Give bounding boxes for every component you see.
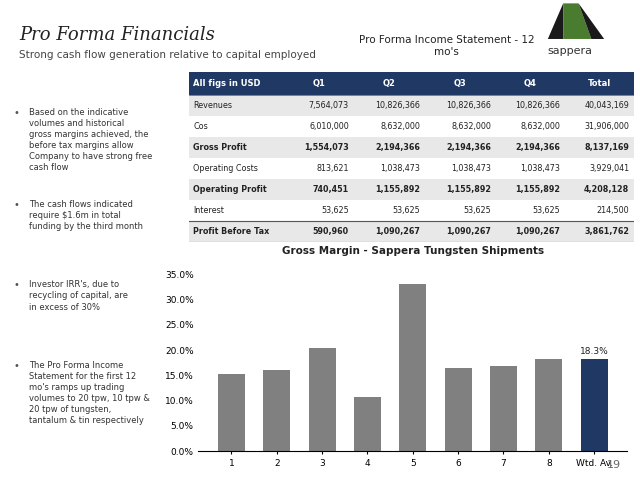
Text: 1,038,473: 1,038,473 <box>380 164 420 173</box>
Text: 10,826,366: 10,826,366 <box>375 101 420 110</box>
Text: All figs in USD: All figs in USD <box>193 79 260 88</box>
Text: 1,038,473: 1,038,473 <box>451 164 492 173</box>
Text: Gross Profit: Gross Profit <box>193 143 247 152</box>
FancyBboxPatch shape <box>189 221 634 242</box>
Polygon shape <box>548 3 563 39</box>
Text: Q1: Q1 <box>312 79 325 88</box>
Text: •: • <box>14 200 20 210</box>
Bar <box>354 396 381 451</box>
Text: The cash flows indicated
require $1.6m in total
funding by the third month: The cash flows indicated require $1.6m i… <box>29 200 143 231</box>
FancyBboxPatch shape <box>189 179 634 200</box>
Text: 53,625: 53,625 <box>463 206 492 216</box>
FancyBboxPatch shape <box>189 137 634 158</box>
Text: 40,043,169: 40,043,169 <box>584 101 629 110</box>
FancyBboxPatch shape <box>189 158 634 179</box>
Text: •: • <box>14 108 20 118</box>
Text: 1,155,892: 1,155,892 <box>446 185 492 194</box>
Text: 1,038,473: 1,038,473 <box>520 164 560 173</box>
Text: Operating Costs: Operating Costs <box>193 164 258 173</box>
Text: 3,861,762: 3,861,762 <box>584 228 629 236</box>
Text: Revenues: Revenues <box>193 101 232 110</box>
Text: 813,621: 813,621 <box>316 164 349 173</box>
Text: 53,625: 53,625 <box>392 206 420 216</box>
Bar <box>445 368 472 451</box>
Text: 53,625: 53,625 <box>321 206 349 216</box>
FancyBboxPatch shape <box>189 116 634 137</box>
Bar <box>535 359 563 451</box>
Text: 2,194,366: 2,194,366 <box>446 143 492 152</box>
Text: 8,632,000: 8,632,000 <box>520 122 560 131</box>
Text: 53,625: 53,625 <box>532 206 560 216</box>
Text: 2,194,366: 2,194,366 <box>375 143 420 152</box>
Text: 8,137,169: 8,137,169 <box>584 143 629 152</box>
Text: 1,155,892: 1,155,892 <box>375 185 420 194</box>
Text: Profit Before Tax: Profit Before Tax <box>193 228 269 236</box>
Text: 19: 19 <box>607 460 621 470</box>
FancyBboxPatch shape <box>189 72 634 95</box>
Text: Strong cash flow generation relative to capital employed: Strong cash flow generation relative to … <box>19 50 316 60</box>
Polygon shape <box>579 3 604 39</box>
Text: 2,194,366: 2,194,366 <box>515 143 560 152</box>
Text: Total: Total <box>588 79 611 88</box>
Text: 4,208,128: 4,208,128 <box>584 185 629 194</box>
Bar <box>263 371 291 451</box>
Text: 740,451: 740,451 <box>313 185 349 194</box>
Text: Q3: Q3 <box>454 79 467 88</box>
Bar <box>399 285 426 451</box>
Text: 3,929,041: 3,929,041 <box>589 164 629 173</box>
Text: 7,564,073: 7,564,073 <box>309 101 349 110</box>
Text: 10,826,366: 10,826,366 <box>446 101 492 110</box>
Text: The Pro Forma Income
Statement for the first 12
mo's ramps up trading
volumes to: The Pro Forma Income Statement for the f… <box>29 361 150 425</box>
Title: Gross Margin - Sappera Tungsten Shipments: Gross Margin - Sappera Tungsten Shipment… <box>282 246 544 256</box>
Polygon shape <box>563 3 591 39</box>
Text: 6,010,000: 6,010,000 <box>309 122 349 131</box>
Text: Q2: Q2 <box>383 79 396 88</box>
Text: 31,906,000: 31,906,000 <box>584 122 629 131</box>
Text: 1,090,267: 1,090,267 <box>515 228 560 236</box>
Text: 8,632,000: 8,632,000 <box>380 122 420 131</box>
Text: sappera: sappera <box>547 46 592 56</box>
Text: Q4: Q4 <box>524 79 536 88</box>
Text: 18.3%: 18.3% <box>580 347 609 356</box>
Text: •: • <box>14 361 20 371</box>
Text: Pro Forma Financials: Pro Forma Financials <box>19 26 215 45</box>
Text: 1,554,073: 1,554,073 <box>304 143 349 152</box>
Bar <box>490 366 517 451</box>
Text: Pro Forma Income Statement - 12
mo's: Pro Forma Income Statement - 12 mo's <box>359 35 534 57</box>
Text: 10,826,366: 10,826,366 <box>515 101 560 110</box>
Bar <box>218 374 245 451</box>
Text: Operating Profit: Operating Profit <box>193 185 267 194</box>
FancyBboxPatch shape <box>189 200 634 221</box>
Text: 1,090,267: 1,090,267 <box>446 228 492 236</box>
Text: 8,632,000: 8,632,000 <box>451 122 492 131</box>
Text: 214,500: 214,500 <box>596 206 629 216</box>
Text: Investor IRR's, due to
recycling of capital, are
in excess of 30%: Investor IRR's, due to recycling of capi… <box>29 280 127 312</box>
Text: 1,090,267: 1,090,267 <box>375 228 420 236</box>
Text: 1,155,892: 1,155,892 <box>515 185 560 194</box>
Text: Cos: Cos <box>193 122 208 131</box>
FancyBboxPatch shape <box>189 95 634 116</box>
Bar <box>308 348 336 451</box>
Bar <box>580 359 608 451</box>
Text: Interest: Interest <box>193 206 224 216</box>
Text: 590,960: 590,960 <box>313 228 349 236</box>
Text: Based on the indicative
volumes and historical
gross margins achieved, the
befor: Based on the indicative volumes and hist… <box>29 108 152 172</box>
Text: •: • <box>14 280 20 290</box>
